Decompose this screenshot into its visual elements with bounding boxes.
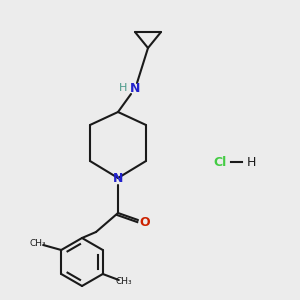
Text: H: H: [119, 83, 127, 93]
Text: Cl: Cl: [213, 155, 226, 169]
Text: CH₃: CH₃: [116, 277, 132, 286]
Text: N: N: [130, 82, 140, 94]
Text: CH₃: CH₃: [30, 239, 46, 248]
Text: N: N: [113, 172, 123, 185]
Text: O: O: [140, 217, 150, 230]
Text: H: H: [246, 155, 256, 169]
